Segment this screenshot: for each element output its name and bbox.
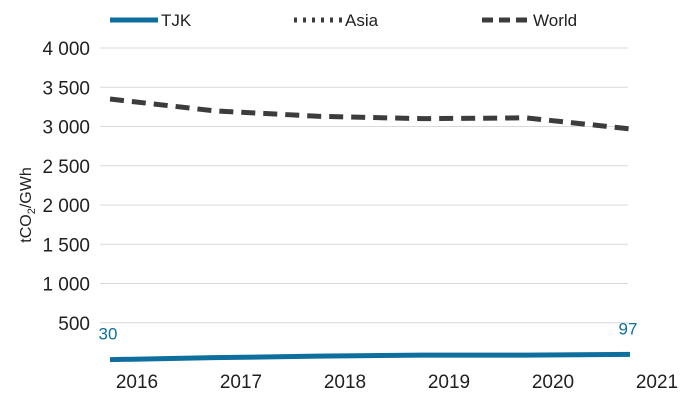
y-tick-label: 3 500 <box>42 78 90 99</box>
legend-label-tjk: TJK <box>161 11 192 30</box>
data-label: 97 <box>619 319 638 338</box>
x-axis-ticks: 2016 2017 2018 2019 2020 2021 <box>116 372 678 393</box>
y-tick-label: 1 500 <box>42 235 90 256</box>
x-tick-label: 2016 <box>116 372 158 390</box>
x-tick-label: 2021 <box>636 372 678 390</box>
y-tick-label: 1 000 <box>42 275 90 296</box>
y-tick-label: 2 000 <box>42 196 90 217</box>
data-labels: 30 97 <box>99 319 638 343</box>
x-tick-label: 2017 <box>220 372 262 390</box>
gridlines <box>100 47 628 324</box>
y-axis-title: tCO2/GWh <box>18 167 38 242</box>
y-tick-label: 2 500 <box>42 157 90 178</box>
legend: TJK Asia World <box>110 11 577 30</box>
legend-label-asia: Asia <box>345 11 379 30</box>
series-lines <box>109 96 631 363</box>
y-axis-ticks: 500 1 000 1 500 2 000 2 500 3 000 3 500 4 000 <box>42 39 90 335</box>
y-tick-label: 3 000 <box>42 118 90 139</box>
x-tick-label: 2018 <box>324 372 366 390</box>
y-tick-label: 4 000 <box>42 39 90 60</box>
y-tick-label: 500 <box>58 314 90 335</box>
legend-label-world: World <box>533 11 577 30</box>
x-tick-label: 2020 <box>532 372 574 390</box>
series-line-tjk <box>109 351 631 363</box>
data-label: 30 <box>99 325 118 344</box>
series-line-world <box>109 96 631 132</box>
x-tick-label: 2019 <box>428 372 470 390</box>
